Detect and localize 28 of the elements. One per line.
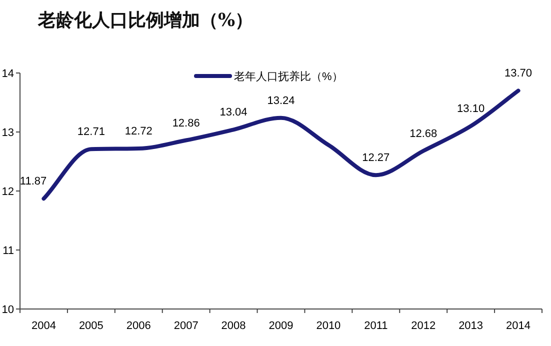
data-label: 12.68 bbox=[410, 128, 438, 140]
x-tick-label: 2005 bbox=[78, 320, 104, 332]
data-label: 12.71 bbox=[77, 126, 105, 138]
x-tick-label: 2014 bbox=[506, 320, 531, 332]
data-label: 13.70 bbox=[504, 68, 532, 80]
x-tick-label: 2004 bbox=[31, 320, 56, 332]
data-label: 11.87 bbox=[20, 176, 47, 188]
legend-label: 老年人口抚养比（%） bbox=[234, 70, 343, 83]
x-tick-label: 2009 bbox=[268, 320, 294, 332]
data-label: 13.04 bbox=[220, 106, 248, 119]
x-tick-label: 2006 bbox=[126, 320, 151, 332]
data-label: 12.72 bbox=[124, 126, 152, 138]
y-tick-label: 14 bbox=[2, 68, 14, 80]
y-tick-label: 13 bbox=[2, 127, 14, 139]
y-tick-label: 12 bbox=[2, 186, 14, 198]
y-tick-label: 10 bbox=[2, 304, 14, 316]
x-tick-label: 2012 bbox=[411, 320, 436, 332]
x-tick-label: 2013 bbox=[458, 320, 484, 332]
data-label: 13.24 bbox=[267, 94, 295, 107]
x-tick-label: 2011 bbox=[364, 320, 388, 332]
x-tick-label: 2007 bbox=[174, 320, 198, 332]
data-label: 12.27 bbox=[362, 152, 390, 164]
data-label: 12.86 bbox=[172, 117, 200, 130]
x-tick-label: 2010 bbox=[316, 320, 341, 332]
chart-title: 老龄化人口比例增加（%） bbox=[37, 10, 254, 31]
data-label: 13.10 bbox=[457, 103, 485, 116]
x-tick-label: 2008 bbox=[221, 320, 246, 332]
y-tick-label: 11 bbox=[2, 245, 14, 257]
